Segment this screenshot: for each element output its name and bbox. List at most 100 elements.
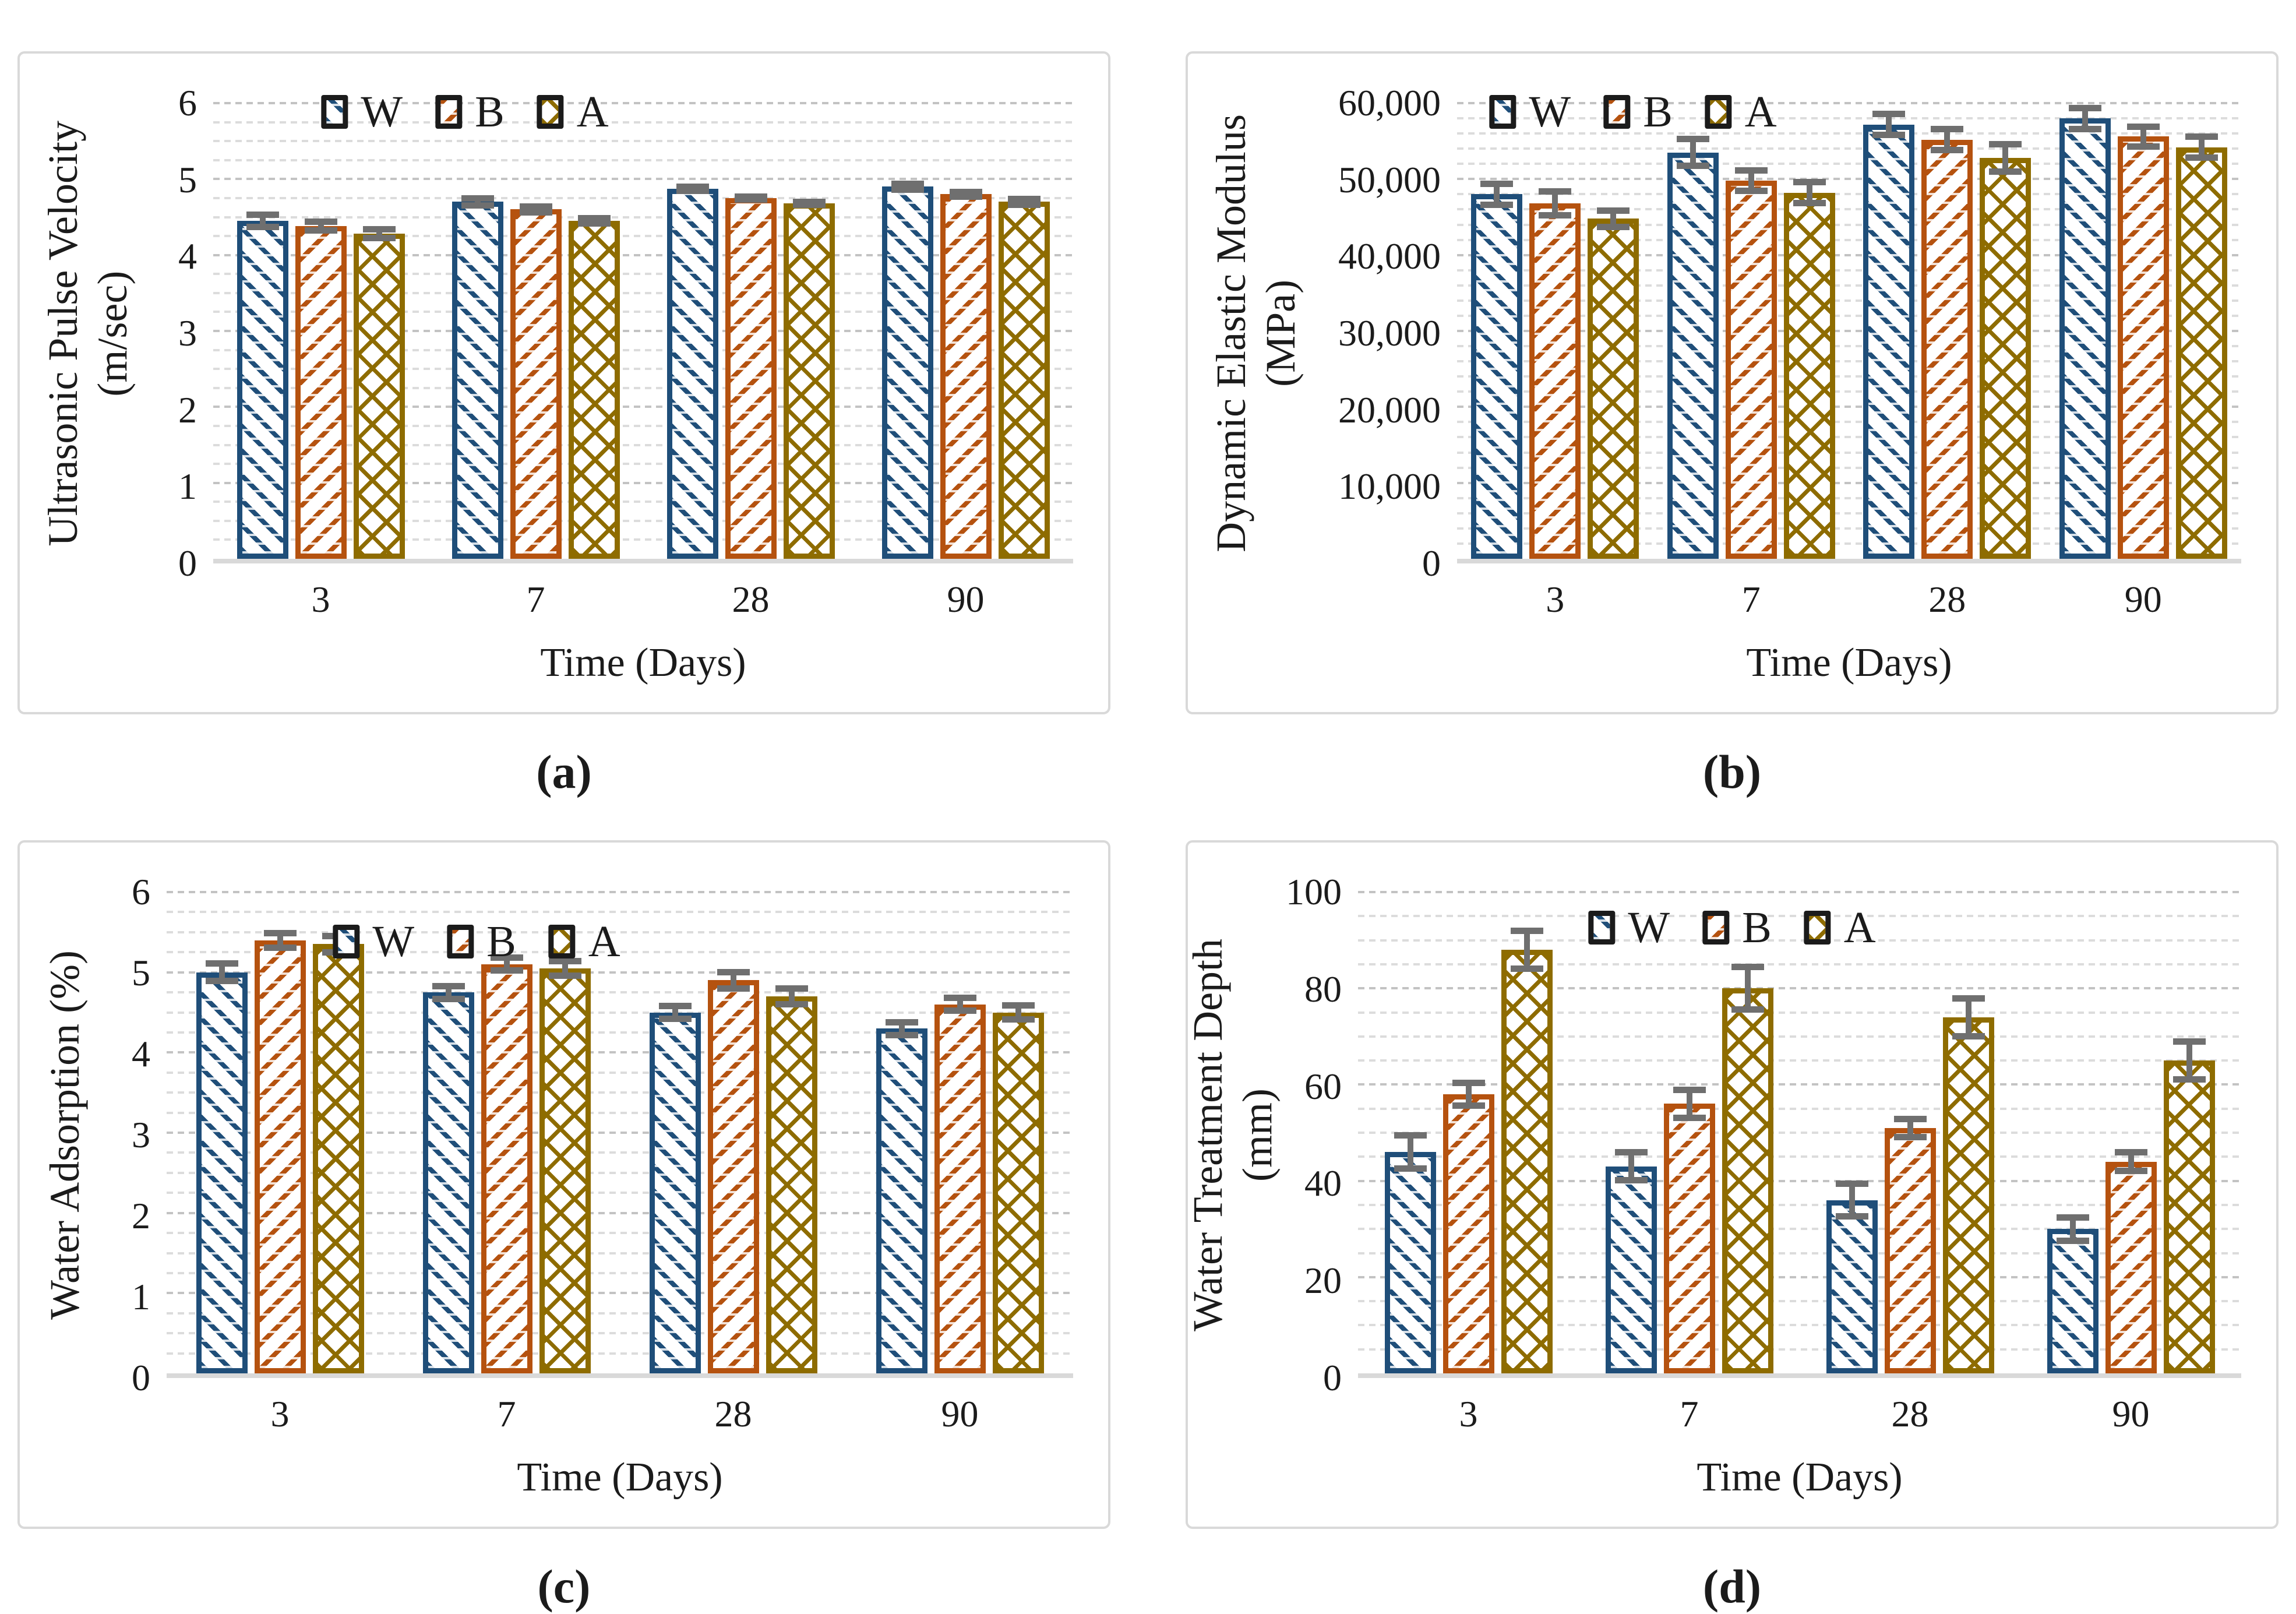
gridline xyxy=(213,330,1073,332)
error-bar xyxy=(205,960,238,985)
panel-block-a: W B A Ultrasonic Pulse Velocity (m/sec) 0 1… xyxy=(17,51,1110,840)
x-tick-label: 3 xyxy=(1459,1393,1478,1435)
gridline xyxy=(1457,375,2241,378)
y-tick-label: 4 xyxy=(132,1033,150,1075)
bar-group xyxy=(2020,892,2241,1373)
y-axis-title-line: Ultrasonic Pulse Velocity xyxy=(40,120,87,547)
gridline xyxy=(1457,299,2241,302)
gridline xyxy=(213,406,1073,408)
error-bar xyxy=(246,212,279,230)
bar-b xyxy=(254,929,306,1373)
gridline xyxy=(1358,915,2241,918)
gridline xyxy=(1457,193,2241,196)
error-bar xyxy=(432,982,465,1002)
gridline xyxy=(1457,390,2241,393)
bar-b xyxy=(1529,188,1581,559)
gridline xyxy=(1358,1252,2241,1254)
y-axis-ticks: 0 20 40 60 80 100 xyxy=(1265,873,1358,1397)
bar-a xyxy=(539,957,591,1373)
gridline xyxy=(1457,147,2241,150)
y-axis-title-line: Water Adsorption (%) xyxy=(41,950,88,1320)
error-bar xyxy=(734,193,767,203)
gridline xyxy=(213,121,1073,124)
legend-swatch-b xyxy=(1702,911,1730,945)
y-tick-label: 40,000 xyxy=(1338,235,1441,277)
x-tick-label: 7 xyxy=(526,579,545,620)
error-bar xyxy=(1614,1149,1648,1184)
y-tick-label: 20 xyxy=(1304,1260,1342,1302)
x-tick-label: 28 xyxy=(732,579,770,620)
y-axis-title: Dynamic Elastic Modulus (MPa) xyxy=(1201,103,1311,563)
y-tick-label: 40 xyxy=(1304,1162,1342,1204)
gridline xyxy=(1358,1035,2241,1038)
gridline xyxy=(1457,527,2241,530)
y-tick-label: 0 xyxy=(1323,1357,1342,1398)
bar-a xyxy=(1501,928,1553,1373)
gridline xyxy=(1358,1348,2241,1351)
bar-b xyxy=(295,219,347,559)
panel-caption: (a) xyxy=(536,745,592,798)
gridline xyxy=(1358,891,2241,893)
y-axis-title: Ultrasonic Pulse Velocity (m/sec) xyxy=(33,103,143,563)
bar-b xyxy=(2105,1149,2157,1373)
x-tick-label: 90 xyxy=(2124,579,2162,620)
gridline xyxy=(167,1352,1073,1355)
x-axis-ticks: 3 7 28 90 xyxy=(213,563,1073,625)
legend-swatch-b xyxy=(435,95,463,129)
bar-group xyxy=(643,103,858,559)
gridline xyxy=(1358,1275,2241,1278)
legend-swatch-b xyxy=(447,925,474,958)
bar-b xyxy=(2117,124,2169,559)
y-axis-title: Water Adsorption (%) xyxy=(33,892,97,1378)
error-bar xyxy=(1676,136,1709,170)
y-axis-ticks: 0 10,000 20,000 30,000 40,000 50,000 60,000 xyxy=(1311,84,1457,582)
error-bar xyxy=(461,195,494,209)
gridline xyxy=(213,443,1073,446)
legend-label: W xyxy=(1529,87,1571,136)
gridline xyxy=(167,1111,1073,1114)
bar-a xyxy=(1980,141,2032,559)
y-tick-label: 20,000 xyxy=(1338,389,1441,431)
gridline xyxy=(1457,223,2241,226)
gridline xyxy=(213,368,1073,371)
error-bar xyxy=(1539,188,1572,219)
gridline xyxy=(1457,117,2241,120)
legend-label: A xyxy=(588,917,620,966)
gridline xyxy=(1358,1083,2241,1086)
gridline xyxy=(213,140,1073,143)
x-tick-label: 7 xyxy=(1680,1393,1699,1435)
gridline xyxy=(213,253,1073,256)
error-bar xyxy=(1835,1180,1868,1220)
y-tick-label: 60 xyxy=(1304,1065,1342,1107)
y-tick-label: 6 xyxy=(178,82,197,124)
error-bar xyxy=(2056,1214,2089,1244)
error-bar xyxy=(1952,995,1985,1039)
error-bar xyxy=(263,929,297,951)
gridline xyxy=(167,1071,1073,1074)
gridline xyxy=(1457,314,2241,317)
plot-area xyxy=(167,891,1073,1378)
bar-b xyxy=(1725,167,1777,559)
gridline xyxy=(1358,987,2241,990)
error-bar xyxy=(1510,928,1543,972)
gridline xyxy=(213,311,1073,313)
gridline xyxy=(1457,269,2241,272)
gridline xyxy=(1358,1059,2241,1062)
plot-area xyxy=(1457,102,2241,563)
gridline xyxy=(1358,1324,2241,1327)
legend-label: A xyxy=(1843,903,1876,952)
x-axis-ticks: 3 7 28 90 xyxy=(1358,1378,2241,1439)
x-tick-label: 3 xyxy=(1546,579,1565,620)
gridline xyxy=(1457,542,2241,545)
y-tick-label: 100 xyxy=(1286,871,1342,912)
panel-block-d: W B A Water Treatment Depth (mm) 0 20 40 60 80… xyxy=(1184,840,2279,1614)
bar-w xyxy=(1384,1132,1436,1373)
bar-b xyxy=(481,954,532,1373)
error-bar xyxy=(2068,104,2101,132)
bar-b xyxy=(1443,1079,1494,1373)
gridline xyxy=(1457,406,2241,408)
